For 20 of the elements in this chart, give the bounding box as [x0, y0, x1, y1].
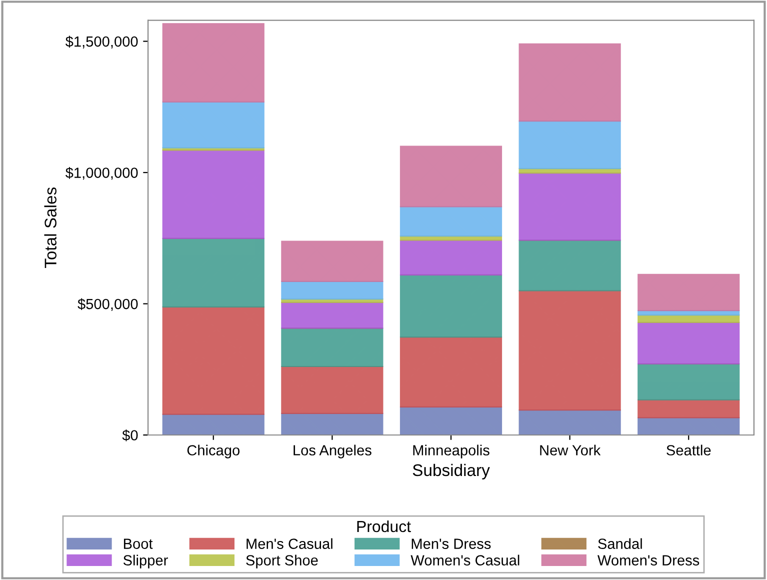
legend-label: Men's Casual — [246, 538, 332, 549]
y-tick-label: $1,500,000 — [65, 36, 138, 48]
legend-label: Men's Dress — [412, 538, 491, 549]
legend-label: Sandal — [598, 538, 642, 549]
legend-label: Boot — [124, 538, 153, 549]
legend-label: Slipper — [123, 554, 168, 568]
legend-title: Product — [357, 520, 411, 532]
y-tick-label: $1,000,000 — [65, 167, 138, 180]
y-tick-label: $500,000 — [78, 298, 138, 311]
x-tick-label: Chicago — [187, 444, 240, 458]
legend-label: Sport Shoe — [246, 554, 318, 568]
y-axis-title: Total Sales — [44, 187, 56, 268]
y-tick-label: $0 — [122, 429, 138, 442]
legend-label: Women's Dress — [598, 555, 700, 566]
x-tick-label: Seattle — [666, 444, 711, 456]
x-tick-label: Los Angeles — [294, 444, 372, 458]
legend-label: Women's Casual — [410, 554, 520, 566]
x-tick-label: Minneapolis — [413, 444, 490, 458]
x-tick-label: New York — [540, 444, 601, 456]
x-axis-title: Subsidiary — [412, 464, 490, 480]
